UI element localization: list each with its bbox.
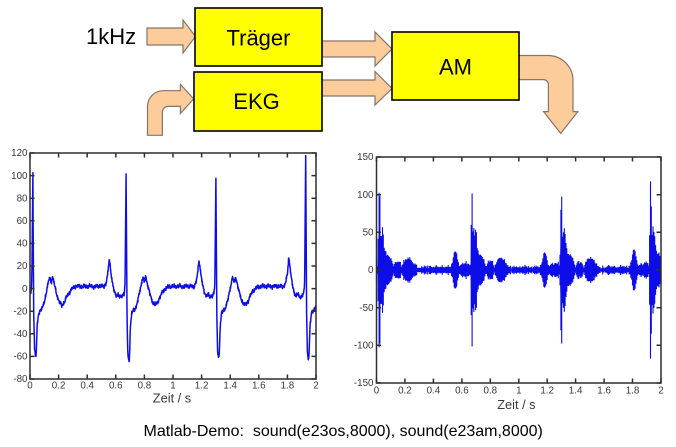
svg-text:1: 1: [516, 386, 521, 397]
svg-text:Zeit / s: Zeit / s: [153, 391, 191, 406]
svg-text:100: 100: [357, 190, 374, 201]
svg-text:1.8: 1.8: [281, 381, 295, 392]
svg-text:0.6: 0.6: [455, 386, 469, 397]
svg-text:120: 120: [11, 148, 28, 159]
svg-text:50: 50: [363, 228, 374, 239]
svg-text:-60: -60: [13, 352, 28, 363]
svg-text:EKG: EKG: [233, 89, 279, 114]
svg-text:1.4: 1.4: [569, 386, 583, 397]
svg-text:1.2: 1.2: [195, 381, 209, 392]
svg-text:1.2: 1.2: [540, 386, 554, 397]
svg-text:-50: -50: [359, 303, 374, 314]
svg-text:-20: -20: [13, 306, 28, 317]
svg-text:60: 60: [17, 216, 28, 227]
svg-text:0.8: 0.8: [138, 381, 152, 392]
svg-text:-80: -80: [13, 374, 28, 385]
svg-text:0: 0: [22, 284, 28, 295]
svg-text:0.4: 0.4: [80, 381, 94, 392]
svg-text:1.4: 1.4: [223, 381, 237, 392]
svg-text:1.6: 1.6: [252, 381, 266, 392]
svg-text:0.2: 0.2: [398, 386, 412, 397]
svg-text:150: 150: [357, 152, 374, 163]
svg-text:2: 2: [658, 386, 663, 397]
svg-text:1kHz: 1kHz: [86, 24, 136, 49]
svg-text:1.8: 1.8: [626, 386, 640, 397]
svg-text:0: 0: [374, 386, 380, 397]
svg-text:-40: -40: [13, 329, 28, 340]
svg-text:Träger: Träger: [227, 26, 291, 51]
svg-text:100: 100: [11, 171, 28, 182]
svg-text:1: 1: [170, 381, 175, 392]
svg-text:1.6: 1.6: [597, 386, 611, 397]
svg-text:0.4: 0.4: [427, 386, 441, 397]
svg-text:-150: -150: [354, 378, 374, 389]
svg-text:80: 80: [17, 193, 28, 204]
svg-text:0: 0: [368, 265, 374, 276]
svg-text:0.2: 0.2: [52, 381, 66, 392]
svg-text:0.6: 0.6: [109, 381, 123, 392]
svg-text:Zeit / s: Zeit / s: [497, 397, 535, 412]
svg-text:-100: -100: [354, 341, 374, 352]
svg-text:Matlab-Demo: sound(e23os,8000: Matlab-Demo: sound(e23os,8000), sound(e2…: [144, 423, 543, 440]
svg-text:20: 20: [17, 261, 28, 272]
svg-text:2: 2: [313, 381, 318, 392]
svg-text:0.8: 0.8: [483, 386, 497, 397]
svg-text:AM: AM: [439, 55, 472, 80]
svg-text:0: 0: [27, 381, 33, 392]
svg-text:40: 40: [17, 239, 28, 250]
